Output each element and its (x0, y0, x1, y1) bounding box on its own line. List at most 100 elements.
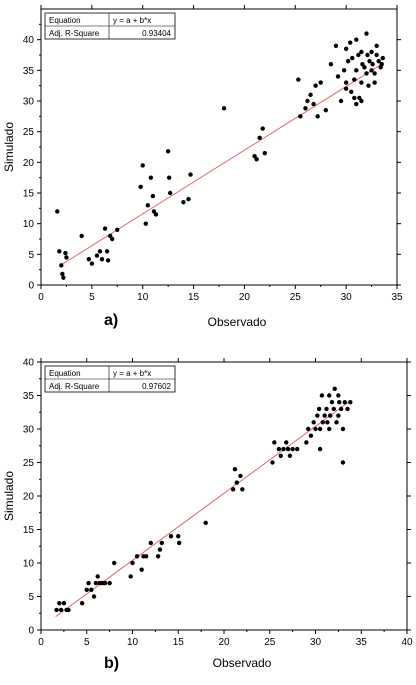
data-point (148, 540, 153, 546)
data-point (238, 473, 243, 479)
data-point (93, 580, 99, 586)
x-tick-label: 10 (137, 292, 149, 303)
data-point (260, 126, 265, 131)
data-point (316, 406, 322, 412)
data-point (166, 175, 172, 180)
data-point (110, 236, 115, 242)
data-point (334, 420, 339, 425)
data-point (232, 467, 238, 472)
data-point (272, 440, 277, 445)
data-point (318, 80, 323, 85)
data-point (181, 200, 186, 205)
data-point (322, 413, 327, 418)
x-tick-label: 5 (84, 637, 90, 648)
data-point (104, 249, 110, 254)
data-point (366, 83, 371, 88)
y-tick-label: 0 (28, 281, 34, 292)
y-tick-label: 20 (23, 492, 35, 503)
data-point (148, 175, 154, 180)
data-point (319, 393, 325, 398)
data-point (102, 226, 108, 231)
data-point (331, 406, 336, 412)
data-point (79, 233, 84, 239)
x-tick-label: 30 (310, 637, 322, 648)
x-axis-label: Observado (208, 315, 267, 329)
data-point (345, 58, 351, 64)
data-point (188, 172, 193, 177)
data-point (320, 420, 326, 425)
data-point (343, 80, 349, 85)
data-point (176, 540, 182, 546)
data-point (107, 580, 112, 586)
y-tick-label: 10 (23, 219, 35, 230)
data-point (128, 574, 133, 579)
data-point (333, 43, 339, 48)
data-point (308, 92, 313, 98)
scatter-chart-b: 0 5 10 15 20 25 30 35 40 0 5 10 15 20 25 30 35 40 Equation… (2, 358, 413, 673)
data-point (348, 400, 353, 405)
data-point (168, 534, 174, 539)
data-point (112, 560, 117, 566)
data-point (134, 554, 140, 559)
y-tick-label: 40 (23, 358, 35, 369)
data-point (287, 453, 293, 458)
y-tick-label: 10 (23, 559, 35, 570)
y-tick-label: 25 (23, 127, 35, 138)
data-point (54, 607, 59, 613)
scatter-chart-a: 0 5 10 15 20 25 30 35 0 5 10 15 20 25 30 35 40 Equation y … (2, 5, 403, 329)
data-point (340, 426, 346, 432)
data-point (94, 253, 100, 258)
data-point (281, 446, 286, 452)
data-point (64, 255, 69, 260)
panel-label: a) (104, 312, 118, 329)
data-point (140, 163, 145, 168)
data-point (115, 227, 120, 232)
x-tick-label: 35 (391, 292, 403, 303)
data-point (296, 77, 301, 82)
data-point (364, 71, 369, 76)
data-point (61, 601, 67, 606)
data-point (159, 540, 164, 546)
x-tick-label: 0 (38, 637, 44, 648)
data-point (354, 37, 359, 42)
y-tick-label: 30 (23, 425, 35, 436)
data-point (102, 580, 108, 586)
y-axis-label: Simulado (2, 122, 16, 172)
data-point (359, 98, 364, 104)
data-point (61, 275, 66, 280)
data-point (290, 446, 295, 452)
data-point (374, 43, 379, 48)
data-point (328, 61, 334, 67)
data-point (105, 258, 111, 263)
data-point (66, 607, 71, 613)
data-point (303, 106, 308, 111)
data-point (285, 446, 291, 452)
data-point (369, 68, 374, 73)
data-point (60, 271, 65, 277)
data-point (240, 487, 245, 492)
data-point (130, 560, 135, 566)
data-point (372, 71, 377, 76)
data-point (327, 426, 332, 432)
data-point (335, 74, 341, 79)
stats-r2-value: 0.97602 (142, 382, 171, 391)
y-tick-label: 5 (28, 250, 34, 261)
data-point (203, 520, 208, 525)
stats-r2-value: 0.93404 (142, 29, 171, 38)
y-tick-label: 20 (23, 158, 35, 169)
data-point (157, 547, 163, 552)
stats-equation-label: Equation (49, 369, 81, 378)
x-tick-label: 35 (356, 637, 368, 648)
y-axis-label: Simulado (2, 471, 16, 521)
data-point (356, 52, 361, 58)
data-point (97, 249, 103, 254)
data-point (91, 594, 97, 599)
data-point (380, 55, 385, 61)
stats-r2-label: Adj. R-Square (49, 29, 100, 38)
data-point (99, 257, 105, 262)
data-point (370, 61, 375, 67)
data-point (348, 40, 353, 45)
data-point (359, 80, 364, 85)
data-point (313, 83, 318, 88)
